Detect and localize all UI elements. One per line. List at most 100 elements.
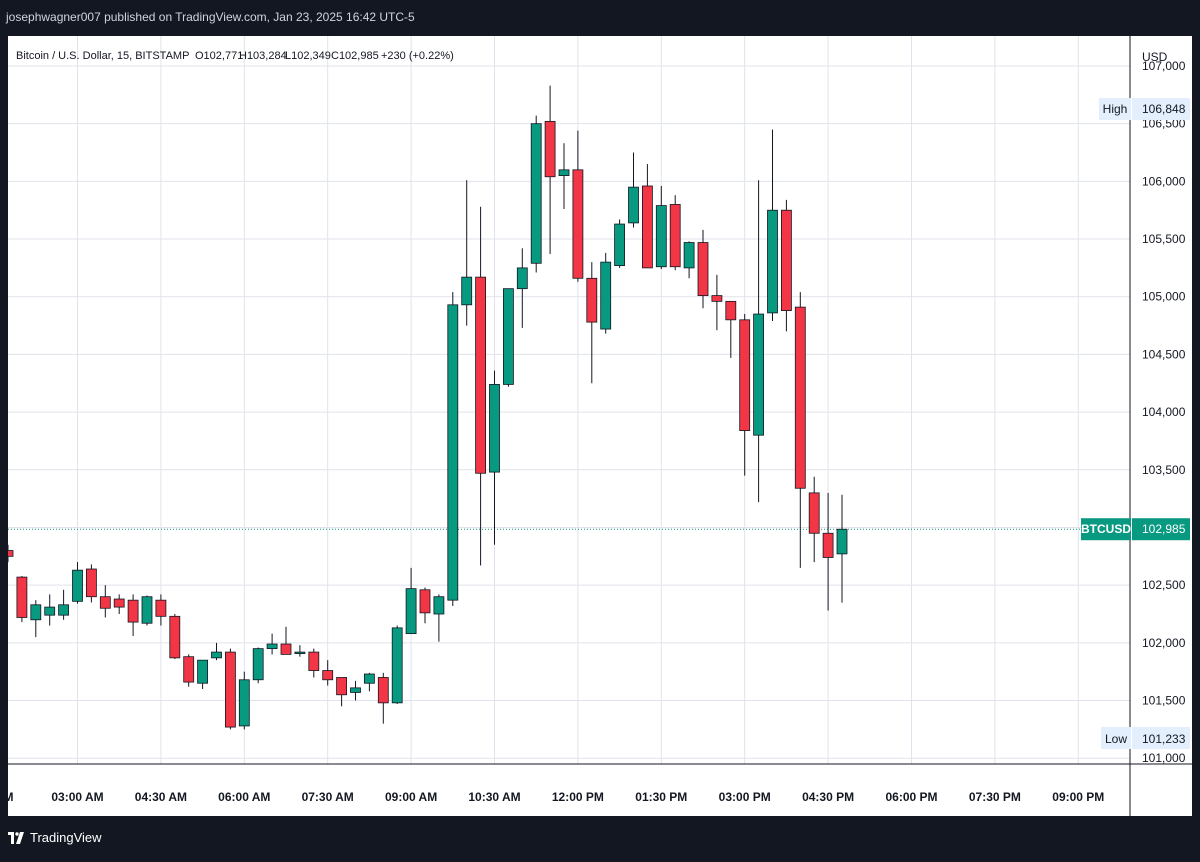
low-marker-label: Low — [1105, 732, 1127, 746]
time-tick-label: 07:30 PM — [969, 790, 1021, 804]
candle — [836, 494, 848, 603]
price-tick-label: 107,000 — [1142, 59, 1186, 73]
candle — [711, 274, 723, 331]
price-tick-label: 103,500 — [1142, 463, 1186, 477]
candle-body-down — [16, 576, 28, 618]
candle — [642, 164, 653, 269]
candle — [391, 625, 403, 705]
low-marker: Low 101,233 — [1101, 727, 1190, 749]
currency-label[interactable]: USD — [1142, 50, 1168, 64]
candle — [16, 575, 28, 623]
candle-body-up — [266, 643, 278, 650]
legend-open: O102,771 — [195, 50, 243, 62]
time-tick-label: 12:00 PM — [552, 790, 604, 804]
candle-body-down — [642, 185, 653, 269]
candle — [669, 195, 681, 271]
candle — [183, 654, 195, 687]
candle — [447, 292, 459, 606]
candle-body-down — [99, 596, 111, 609]
price-tick-label: 106,000 — [1142, 174, 1186, 188]
candle-body-up — [516, 267, 528, 290]
tradingview-logo[interactable]: TradingView — [8, 830, 102, 845]
current-price-bg — [1132, 518, 1190, 541]
candle — [197, 659, 209, 690]
candle — [767, 129, 778, 321]
candle-body-up — [655, 205, 667, 268]
candle-body-down — [725, 300, 737, 321]
price-chart[interactable]: Bitcoin / U.S. Dollar, 15, BITSTAMP O102… — [8, 36, 1192, 816]
tradingview-logo-text: TradingView — [30, 830, 102, 845]
candle-body-down — [544, 120, 556, 178]
candle-body-up — [405, 588, 417, 635]
candle — [363, 672, 375, 692]
candle-body-up — [502, 288, 514, 385]
time-tick-label: 10:30 AM — [468, 790, 520, 804]
candle — [211, 642, 222, 661]
candle-body-up — [447, 304, 459, 601]
time-tick-label: 03:00 AM — [51, 790, 103, 804]
time-tick-label: 06:00 PM — [885, 790, 937, 804]
candle-body-down — [280, 643, 292, 655]
candle — [781, 199, 792, 332]
candle-body-down — [86, 568, 97, 598]
candle-body-down — [169, 615, 181, 659]
price-tick-label: 101,000 — [1142, 751, 1186, 765]
candle-body-down — [155, 599, 167, 617]
current-symbol-label: BTCUSD — [1081, 522, 1131, 536]
candle — [753, 180, 764, 503]
candle — [99, 585, 111, 618]
price-tick-label: 106,500 — [1142, 117, 1186, 131]
high-marker-label: High — [1103, 102, 1128, 116]
candle-body-down — [572, 169, 584, 279]
candle — [558, 143, 570, 210]
price-tick-label: 104,500 — [1142, 347, 1186, 361]
candle — [572, 130, 584, 282]
candle — [475, 206, 487, 566]
candle — [294, 645, 306, 657]
candle-body-down — [697, 242, 709, 296]
chart-frame[interactable]: Bitcoin / U.S. Dollar, 15, BITSTAMP O102… — [8, 36, 1192, 816]
candle-body-up — [363, 673, 375, 684]
candle-body-up — [461, 276, 473, 306]
candle-body-down — [183, 656, 195, 683]
candle-body-up — [252, 648, 264, 681]
candle — [58, 589, 69, 620]
high-marker: High 106,848 — [1099, 98, 1190, 120]
candle-body-up — [753, 313, 764, 436]
price-axis[interactable]: USD 101,000101,500102,000102,500103,0001… — [1142, 50, 1186, 765]
current-price-marker: BTCUSD 102,985 — [1081, 518, 1190, 541]
candle — [822, 492, 834, 611]
candle — [141, 595, 153, 626]
legend-close: C102,985 — [331, 50, 379, 62]
time-tick-label: 03:00 PM — [719, 790, 771, 804]
high-marker-value-bg — [1132, 98, 1190, 120]
time-tick-label: 04:30 AM — [135, 790, 187, 804]
candle-body-up — [141, 596, 153, 624]
legend-high: H103,284 — [239, 50, 287, 62]
tradingview-logo-icon — [8, 831, 24, 844]
candle-body-down — [781, 209, 792, 311]
time-tick-label: 06:00 AM — [218, 790, 270, 804]
time-tick-label: 09:00 AM — [385, 790, 437, 804]
candle — [155, 594, 167, 626]
candle — [530, 115, 542, 273]
candle-body-up — [350, 687, 361, 693]
candle-body-up — [558, 169, 570, 177]
time-axis[interactable]: :30 AM 03:00 AM 04:30 AM 06:00 AM 07:30 AM 09… — [8, 790, 1104, 804]
time-tick-label: 09:00 PM — [1052, 790, 1104, 804]
candle — [739, 314, 751, 476]
candle-body-up — [197, 659, 209, 684]
candle — [127, 594, 139, 636]
grid — [8, 36, 1130, 764]
candle-body-up — [614, 223, 625, 266]
high-marker-label-bg — [1099, 98, 1131, 120]
candle — [544, 85, 556, 255]
candle-body-down — [336, 677, 348, 696]
candle-body-up — [294, 651, 306, 654]
candle-body-down — [322, 670, 334, 681]
candle — [336, 677, 348, 707]
price-tick-label: 101,500 — [1142, 694, 1186, 708]
candle — [350, 680, 361, 701]
candle — [614, 219, 625, 268]
candle-body-down — [822, 532, 834, 558]
